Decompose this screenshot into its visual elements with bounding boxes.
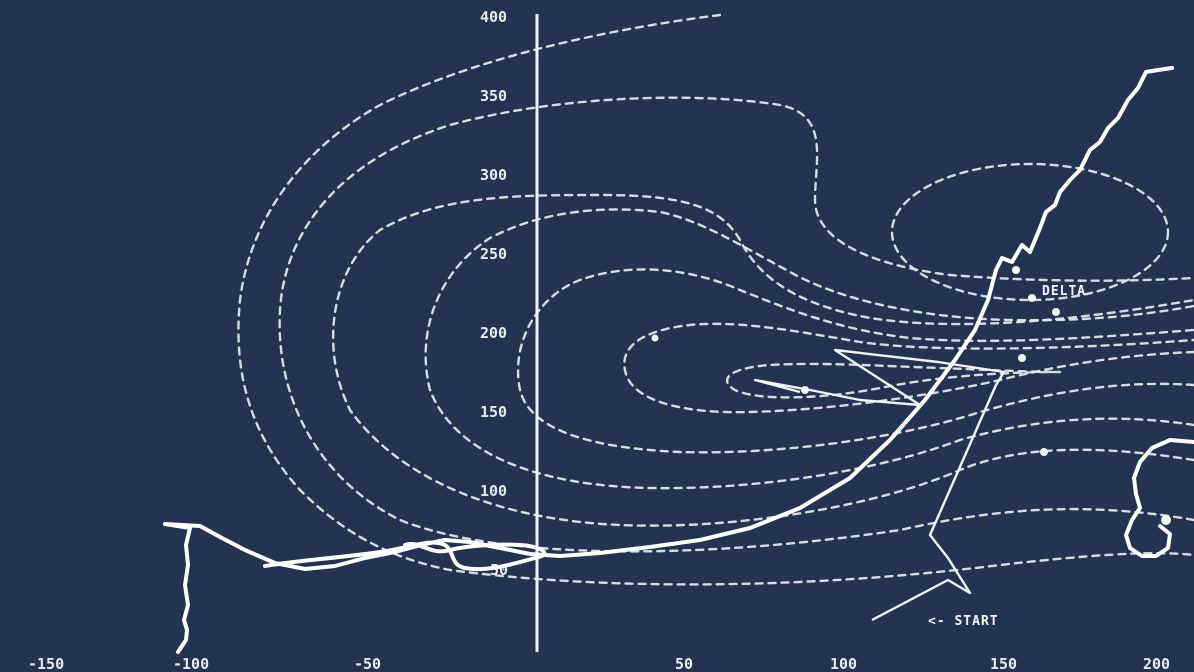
y-tick-label: 150 <box>480 403 507 421</box>
contour-4 <box>424 208 1194 490</box>
x-tick-label: 100 <box>830 655 857 672</box>
nav-path <box>753 348 1006 622</box>
y-tick-label: 300 <box>480 166 507 184</box>
x-tick-label: 50 <box>675 655 693 672</box>
x-tick-label: -100 <box>173 655 209 672</box>
y-tick-label: 200 <box>480 324 507 342</box>
marker-dot <box>1018 354 1026 362</box>
marker-dot <box>1052 308 1060 316</box>
markers <box>651 266 1171 525</box>
contour-2 <box>278 96 1194 553</box>
x-tick-label: -50 <box>354 655 381 672</box>
marker-dot <box>801 386 809 394</box>
x-tick-label: -150 <box>28 655 64 672</box>
contour-outer <box>237 13 1194 586</box>
start-label: <- START <box>928 614 999 629</box>
contour-lines <box>237 13 1194 586</box>
x-tick-label: 150 <box>990 655 1017 672</box>
contour-5 <box>516 268 1194 454</box>
marker-dot <box>1028 294 1036 302</box>
marker-dot <box>651 334 659 342</box>
marker-dot <box>1012 266 1020 274</box>
marker-dot <box>1161 515 1171 525</box>
contour-island <box>890 162 1170 302</box>
x-tick-labels: -150 -100 -50 50 100 150 200 <box>28 655 1170 672</box>
track-loop <box>263 540 547 572</box>
main-track <box>163 66 1174 654</box>
y-tick-label: 250 <box>480 245 507 263</box>
y-tick-labels: 50 100 150 200 250 300 350 400 <box>480 8 508 579</box>
x-tick-label: 200 <box>1143 655 1170 672</box>
contour-3 <box>332 193 1194 527</box>
y-tick-label: 100 <box>480 482 507 500</box>
marker-dot <box>1040 448 1048 456</box>
delta-label: DELTA <box>1042 284 1086 299</box>
y-tick-label: 400 <box>480 8 507 26</box>
y-tick-label: 350 <box>480 87 507 105</box>
right-edge-track <box>1124 438 1194 558</box>
contour-inner <box>725 362 1062 399</box>
